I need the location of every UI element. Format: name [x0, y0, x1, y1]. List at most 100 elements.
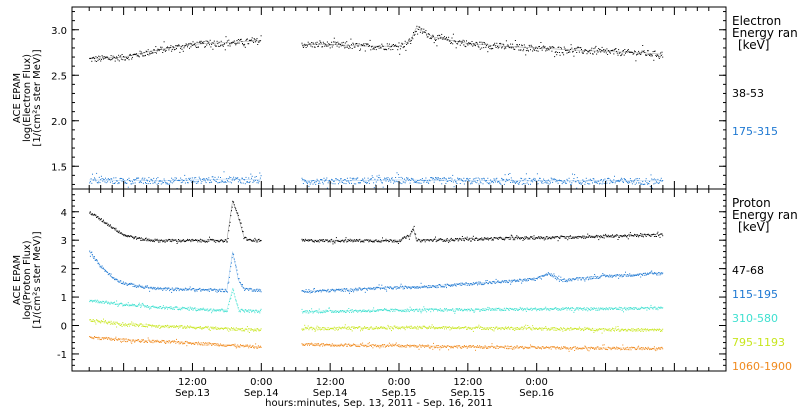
data-point: [301, 177, 303, 179]
data-point: [587, 183, 589, 185]
data-point: [232, 288, 234, 290]
data-point: [182, 240, 184, 242]
data-point: [397, 49, 399, 51]
data-point: [101, 265, 103, 267]
data-point: [231, 42, 233, 44]
data-point: [141, 178, 143, 180]
data-point: [157, 326, 159, 328]
y-label-line: ACE EPAM: [12, 255, 23, 305]
data-point: [437, 285, 439, 287]
data-point: [550, 329, 551, 331]
data-point: [631, 308, 633, 310]
data-point: [658, 58, 660, 59]
data-point: [255, 290, 257, 292]
data-point: [576, 308, 578, 310]
data-point: [634, 179, 635, 181]
data-point: [169, 306, 171, 308]
data-point: [627, 308, 629, 310]
data-point: [302, 45, 304, 47]
data-point: [338, 312, 339, 313]
data-point: [98, 300, 100, 302]
data-point: [176, 45, 178, 47]
data-point: [409, 286, 411, 288]
data-point: [644, 307, 646, 309]
data-point: [501, 327, 503, 329]
data-point: [121, 283, 123, 284]
data-point: [320, 179, 322, 181]
data-point: [565, 182, 567, 184]
data-point: [393, 309, 394, 311]
data-point: [642, 307, 644, 309]
data-point: [313, 182, 315, 184]
data-point: [151, 240, 153, 242]
data-point: [91, 182, 93, 184]
data-point: [467, 283, 469, 285]
data-point: [340, 290, 342, 292]
data-point: [151, 341, 153, 343]
data-point: [232, 178, 234, 180]
data-point: [638, 236, 640, 238]
data-point: [322, 290, 324, 292]
data-point: [254, 290, 256, 292]
data-point: [357, 289, 359, 291]
data-point: [457, 284, 459, 285]
data-point: [588, 235, 590, 237]
data-point: [465, 309, 467, 311]
data-point: [224, 288, 226, 290]
data-point: [315, 183, 317, 185]
data-point: [248, 309, 250, 311]
data-point: [188, 342, 190, 344]
data-point: [349, 328, 351, 330]
data-point: [164, 343, 166, 344]
data-point: [313, 241, 315, 243]
data-point: [215, 309, 217, 311]
data-point: [465, 46, 467, 48]
data-point: [356, 177, 358, 179]
data-point: [563, 46, 565, 48]
data-point: [612, 327, 613, 329]
data-point: [345, 46, 347, 48]
data-point: [364, 177, 366, 179]
data-point: [251, 175, 253, 177]
data-point: [200, 42, 201, 44]
data-point: [206, 326, 208, 328]
data-point: [494, 179, 496, 181]
data-point: [420, 182, 422, 184]
data-point: [441, 38, 443, 40]
data-point: [360, 309, 361, 311]
data-point: [594, 236, 596, 238]
data-point: [133, 238, 135, 240]
data-point: [452, 285, 454, 287]
data-point: [595, 330, 597, 332]
data-point: [120, 178, 122, 179]
data-point: [213, 308, 215, 310]
data-point: [167, 327, 169, 329]
data-point: [472, 43, 474, 45]
data-point: [610, 236, 612, 238]
data-point: [238, 329, 240, 331]
data-point: [133, 324, 135, 326]
data-point: [129, 180, 131, 181]
data-point: [156, 288, 157, 290]
data-point: [408, 179, 410, 181]
data-point: [385, 48, 387, 50]
data-point: [473, 327, 475, 329]
data-point: [209, 182, 210, 184]
data-point: [307, 291, 309, 293]
data-point: [648, 53, 650, 55]
data-point: [495, 47, 497, 48]
data-point: [211, 181, 213, 183]
data-point: [359, 50, 361, 51]
data-point: [186, 308, 188, 310]
data-point: [470, 44, 472, 46]
data-point: [545, 326, 547, 328]
data-point: [437, 177, 439, 179]
data-point: [599, 277, 601, 279]
data-point: [111, 277, 113, 279]
data-point: [149, 52, 151, 54]
data-point: [165, 326, 167, 328]
data-point: [359, 326, 361, 328]
data-point: [547, 327, 549, 329]
data-point: [131, 183, 133, 185]
data-point: [205, 326, 207, 328]
